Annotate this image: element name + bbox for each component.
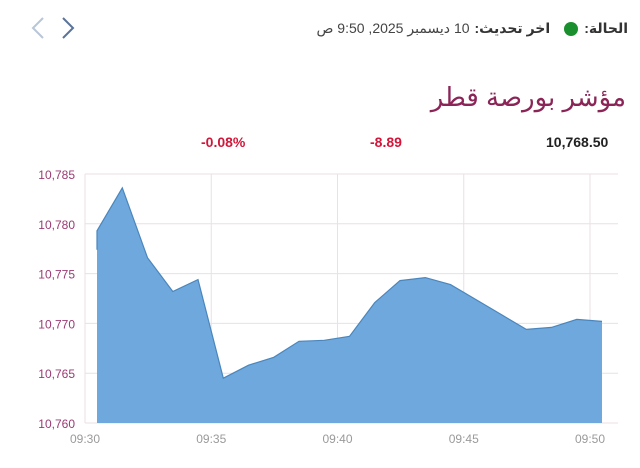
last-update-label: اخر تحديث: <box>474 20 551 36</box>
page-title: مؤشر بورصة قطر <box>430 82 626 112</box>
index-value: 10,768.50 <box>546 134 609 150</box>
svg-text:10,775: 10,775 <box>38 268 75 282</box>
index-area-chart[interactable]: 10,785 10,780 10,775 10,770 10,765 10,760 09:… <box>0 160 640 468</box>
chevron-right-icon <box>62 17 75 39</box>
navigation-arrows <box>30 14 76 42</box>
last-update-value: 10 ديسمبر 2025, 9:50 ص <box>316 20 470 36</box>
status-dot-icon <box>564 21 579 36</box>
svg-text:10,760: 10,760 <box>38 417 75 431</box>
svg-text:09:45: 09:45 <box>449 432 479 446</box>
svg-text:10,785: 10,785 <box>38 168 75 182</box>
svg-text:10,780: 10,780 <box>38 218 75 232</box>
chart-area-series <box>96 186 603 423</box>
previous-button[interactable] <box>30 14 46 42</box>
status-label: الحالة: <box>584 20 628 36</box>
svg-text:09:40: 09:40 <box>322 432 352 446</box>
svg-text:09:30: 09:30 <box>70 432 100 446</box>
index-stats: 10,768.50 -8.89 -0.08% <box>0 134 640 156</box>
y-axis-ticks: 10,785 10,780 10,775 10,770 10,765 10,760 <box>38 168 75 431</box>
status-bar: الحالة: اخر تحديث: 10 ديسمبر 2025, 9:50 … <box>316 20 628 37</box>
chart-canvas: 10,785 10,780 10,775 10,770 10,765 10,760 09:… <box>38 168 618 446</box>
chevron-left-icon <box>31 17 44 39</box>
svg-text:09:50: 09:50 <box>575 432 605 446</box>
svg-text:10,765: 10,765 <box>38 367 75 381</box>
x-axis-ticks: 09:30 09:35 09:40 09:45 09:50 <box>70 432 605 446</box>
svg-text:09:35: 09:35 <box>196 432 226 446</box>
index-change: -8.89 <box>370 134 402 150</box>
svg-text:10,770: 10,770 <box>38 317 75 331</box>
next-button[interactable] <box>60 14 76 42</box>
index-change-percent: -0.08% <box>201 134 246 150</box>
